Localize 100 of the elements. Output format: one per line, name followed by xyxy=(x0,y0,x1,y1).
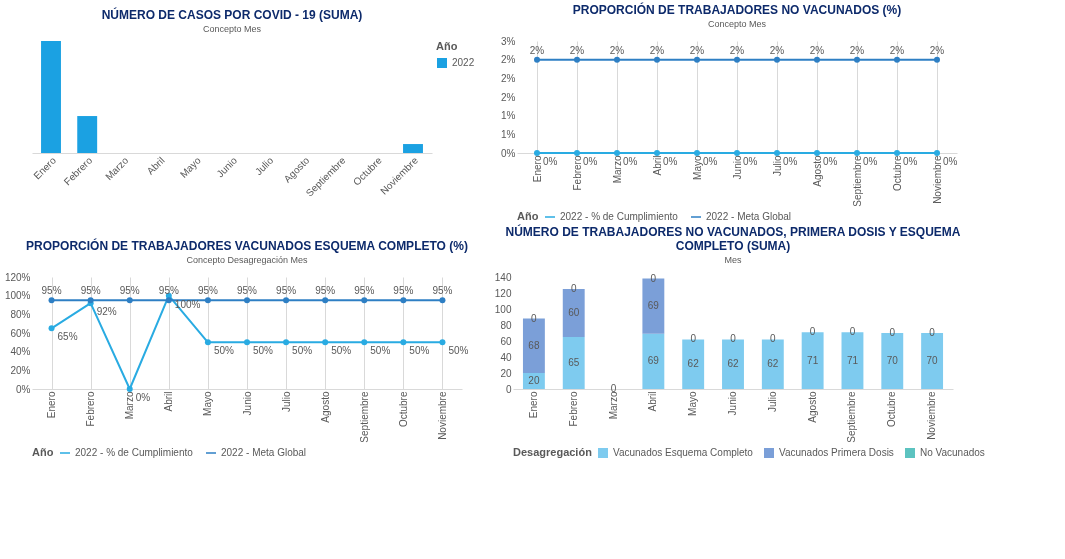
point xyxy=(361,339,368,346)
data-label: 95% xyxy=(354,285,375,297)
legend-title: Año xyxy=(436,40,458,52)
x-tick-label: Agosto xyxy=(811,155,823,187)
chart-title: PROPORCIÓN DE TRABAJADORES NO VACUNADOS (%) xyxy=(572,2,902,17)
data-label: 62 xyxy=(767,358,779,370)
legend-label: Vacunados Primera Dosis xyxy=(779,447,894,458)
data-label: 2% xyxy=(569,44,585,56)
data-label: 2% xyxy=(809,44,825,56)
data-label: 0 xyxy=(929,327,936,338)
x-tick-label: Mayo xyxy=(202,391,214,416)
y-tick-label: 120% xyxy=(4,271,31,283)
legend-label: Vacunados Esquema Completo xyxy=(613,447,754,458)
data-label: 0% xyxy=(703,156,718,167)
data-label: 0 xyxy=(690,333,697,345)
x-tick-label: Octubre xyxy=(886,391,898,428)
x-tick-label: Agosto xyxy=(806,391,818,423)
data-label: 2% xyxy=(529,44,545,56)
data-label: 0 xyxy=(889,327,896,338)
legend-label: 2022 - Meta Global xyxy=(706,211,792,222)
bar xyxy=(562,337,585,389)
x-tick-label: Julio xyxy=(252,154,276,178)
data-label: 95% xyxy=(119,285,140,297)
text: Concepto Mes xyxy=(202,24,262,34)
point xyxy=(204,339,211,346)
data-label: 95% xyxy=(315,285,336,297)
y-tick-label: 0% xyxy=(16,383,31,395)
data-label: 2% xyxy=(729,44,745,56)
data-label: 62 xyxy=(687,358,700,370)
x-tick-label: Septiembre xyxy=(846,391,858,443)
data-label: 2% xyxy=(649,44,665,56)
y-tick-label: 100% xyxy=(4,290,31,302)
data-label: 2% xyxy=(889,44,905,56)
data-label: 0 xyxy=(531,312,538,324)
x-tick-label: Enero xyxy=(531,155,543,183)
point xyxy=(283,339,290,346)
x-tick-label: Abril xyxy=(163,391,175,412)
y-tick-label: 40% xyxy=(10,346,31,358)
data-label: 68 xyxy=(528,339,540,351)
data-label: 50% xyxy=(253,345,274,357)
data-label: 0% xyxy=(943,156,958,167)
x-tick-label: Noviembre xyxy=(926,391,938,440)
legend-label: 2022 xyxy=(452,57,475,68)
x-tick-label: Julio xyxy=(766,391,778,413)
x-tick-label: Septiembre xyxy=(358,391,370,443)
point xyxy=(244,297,250,304)
data-label: 50% xyxy=(213,345,235,357)
point xyxy=(400,297,407,304)
data-label: 0% xyxy=(623,156,638,167)
y-tick-label: 2% xyxy=(501,91,516,103)
data-label: 71 xyxy=(807,354,819,366)
chart-title: NÚMERO DE CASOS POR COVID - 19 (SUMA) xyxy=(101,7,363,22)
data-label: 50% xyxy=(331,345,352,357)
point xyxy=(244,339,250,346)
x-tick-label: Julio xyxy=(280,391,292,413)
data-label: 70 xyxy=(886,355,899,366)
y-tick-label: 3% xyxy=(501,35,516,47)
legend-label: No Vacunados xyxy=(920,447,985,458)
x-tick-label: Octubre xyxy=(891,155,903,192)
x-tick-label: Abril xyxy=(647,391,659,412)
data-label: 50% xyxy=(370,345,391,357)
data-label: 60 xyxy=(568,307,580,318)
data-label: 2% xyxy=(769,44,785,56)
data-label: 70 xyxy=(926,355,939,366)
y-tick-label: 0% xyxy=(501,147,516,159)
x-tick-label: Mayo xyxy=(691,155,703,180)
data-label: 95% xyxy=(432,285,453,297)
x-tick-label: Junio xyxy=(241,391,253,416)
legend-label: 2022 - Meta Global xyxy=(221,447,307,458)
data-label: 2% xyxy=(609,44,625,56)
data-label: 0% xyxy=(863,156,878,167)
data-label: 0% xyxy=(543,156,558,167)
data-label: 69 xyxy=(647,300,660,312)
y-tick-label: 60 xyxy=(500,335,512,347)
point xyxy=(283,297,290,304)
y-tick-label: 2% xyxy=(501,54,516,66)
point xyxy=(322,297,329,304)
bar xyxy=(642,333,665,389)
data-label: 0 xyxy=(570,283,577,294)
x-tick-label: Enero xyxy=(46,391,58,419)
text: Desagregación xyxy=(513,446,593,458)
data-label: 2% xyxy=(929,44,945,56)
y-tick-label: 80 xyxy=(500,319,512,331)
data-label: 2% xyxy=(849,44,865,56)
data-label: 95% xyxy=(41,285,62,297)
data-label: 69 xyxy=(647,355,660,367)
x-tick-label: Marzo xyxy=(611,155,623,184)
y-tick-label: 1% xyxy=(501,128,516,140)
x-tick-label: Febrero xyxy=(567,391,579,427)
data-label: 20 xyxy=(528,375,540,386)
data-label: 0% xyxy=(783,156,798,167)
x-tick-label: Mayo xyxy=(687,391,699,416)
data-label: 92% xyxy=(96,306,117,318)
data-label: 95% xyxy=(276,285,297,297)
y-tick-label: 60% xyxy=(10,327,31,339)
text: Mes xyxy=(724,255,742,265)
x-tick-label: Junio xyxy=(731,155,743,180)
point xyxy=(204,297,211,304)
y-tick-label: 40 xyxy=(500,351,512,363)
data-label: 0 xyxy=(809,326,816,338)
